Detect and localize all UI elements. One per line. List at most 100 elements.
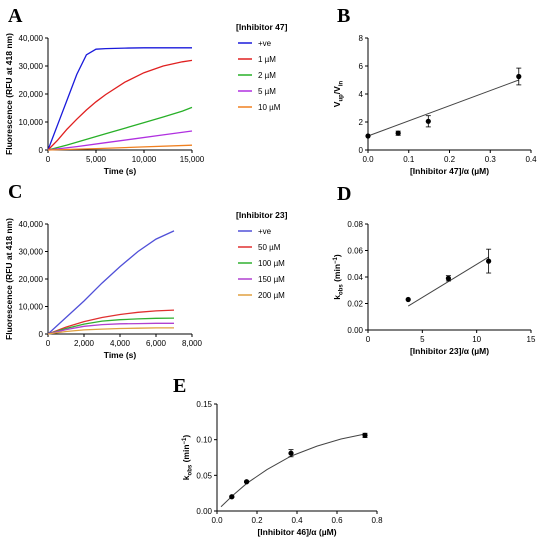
y-axis-label-part: /V [332, 86, 342, 94]
y-tick-label: 2 [359, 118, 364, 127]
legend-entry: 200 µM [258, 291, 285, 300]
y-tick-label: 10,000 [19, 303, 44, 312]
y-axis-label-part: k [181, 475, 191, 480]
x-tick-label: 5,000 [86, 155, 107, 164]
y-tick-label: 0 [39, 330, 44, 339]
y-axis-label-part: in [339, 80, 345, 86]
data-point [516, 73, 522, 80]
y-axis-label-part: −1 [333, 256, 339, 264]
x-tick-label: 0.0 [211, 516, 223, 525]
legend-entry: 2 µM [258, 71, 276, 80]
y-axis-label: Vup/Vin [332, 80, 345, 107]
y-tick-label: 0 [39, 146, 44, 155]
y-axis-label: kobs (min−1) [181, 435, 194, 481]
y-tick-label: 0.05 [196, 471, 212, 480]
y-tick-label: 40,000 [19, 34, 44, 43]
legend-entry: 10 µM [258, 103, 281, 112]
y-axis-label-part: obs [339, 284, 345, 295]
y-axis-label-part: (min [332, 264, 342, 284]
y-tick-label: 0 [359, 146, 364, 155]
legend-entry: +ve [258, 227, 272, 236]
x-tick-label: 0.4 [525, 155, 537, 164]
series-line [47, 322, 174, 335]
series-line [47, 327, 174, 335]
data-point [395, 130, 401, 136]
y-axis-label-part: (min [181, 444, 191, 464]
x-tick-label: 0.2 [251, 516, 263, 525]
legend-entry: +ve [258, 39, 272, 48]
y-tick-label: 0.04 [347, 273, 363, 282]
panel-label-a: A [8, 5, 23, 27]
y-tick-label: 8 [359, 34, 364, 43]
x-tick-label: 5 [420, 335, 425, 344]
fit-line [220, 433, 366, 508]
y-tick-label: 0.08 [347, 220, 363, 229]
series-line [47, 309, 175, 335]
y-tick-label: 0.02 [347, 300, 363, 309]
x-tick-label: 15 [527, 335, 536, 344]
y-tick-label: 20,000 [19, 275, 44, 284]
y-axis-label: Fluorescence (RFU at 418 nm) [4, 33, 14, 155]
data-point [362, 432, 368, 438]
x-axis-label: [Inhibitor 23]/α (µM) [410, 346, 489, 356]
x-tick-label: 2,000 [74, 339, 95, 348]
panel-label-b: B [337, 5, 350, 27]
x-axis-label: [Inhibitor 47]/α (µM) [410, 166, 489, 176]
legend-title: [Inhibitor 47] [236, 22, 288, 32]
x-tick-label: 0.6 [331, 516, 343, 525]
x-tick-label: 0.8 [371, 516, 383, 525]
x-tick-label: 0 [366, 335, 371, 344]
x-tick-label: 0.3 [485, 155, 497, 164]
series-line [47, 106, 193, 151]
legend-entry: 5 µM [258, 87, 276, 96]
y-tick-label: 4 [359, 90, 364, 99]
series-line [47, 59, 193, 151]
y-tick-label: 10,000 [19, 118, 44, 127]
chart-panel-d: 0 5 10 15 0.00 0.02 0.04 0.06 0.08 [Inhibitor 23]… [332, 220, 536, 356]
y-axis-label-part: up [339, 94, 345, 102]
x-axis-label: Time (s) [104, 166, 137, 176]
y-axis-label: Fluorescence (RFU at 418 nm) [4, 218, 14, 340]
data-point [244, 479, 250, 485]
chart-panel-b: 0.0 0.1 0.2 0.3 0.4 0 2 4 6 8 [Inhibitor 47]/α (µM… [332, 34, 537, 176]
series-line [47, 144, 193, 151]
series-line [47, 130, 193, 151]
legend-entry: 150 µM [258, 275, 285, 284]
chart-panel-a: 0 5,000 10,000 15,000 0 10,000 20,000 30,000 40,… [4, 22, 288, 176]
x-tick-label: 0 [46, 155, 51, 164]
y-axis-label-part: −1 [182, 437, 188, 445]
fit-line [407, 256, 489, 307]
chart-panel-c: 0 2,000 4,000 6,000 8,000 0 10,000 20,000 30,000… [4, 210, 288, 360]
series-line [47, 317, 175, 335]
x-tick-label: 10,000 [132, 155, 157, 164]
x-tick-label: 15,000 [180, 155, 205, 164]
x-tick-label: 0.4 [291, 516, 303, 525]
legend-entry: 50 µM [258, 243, 281, 252]
y-axis-label-part: V [332, 101, 342, 107]
x-tick-label: 0 [46, 339, 51, 348]
y-tick-label: 40,000 [19, 220, 44, 229]
x-tick-label: 10 [472, 335, 481, 344]
series-line [47, 230, 175, 335]
data-point [425, 118, 431, 124]
y-tick-label: 20,000 [19, 90, 44, 99]
y-tick-label: 30,000 [19, 62, 44, 71]
y-tick-label: 6 [359, 62, 364, 71]
x-axis-label: Time (s) [104, 350, 137, 360]
chart-panel-e: 0.0 0.2 0.4 0.6 0.8 0.00 0.05 0.10 0.15 [Inhibito… [181, 400, 383, 537]
panel-label-d: D [337, 183, 351, 205]
y-axis-label-part: k [332, 295, 342, 300]
legend-entry: 100 µM [258, 259, 285, 268]
y-tick-label: 30,000 [19, 248, 44, 257]
x-tick-label: 0.1 [403, 155, 415, 164]
data-point [229, 494, 235, 500]
y-axis-label: kobs (min−1) [332, 254, 345, 300]
series-line [47, 47, 192, 151]
fit-line [367, 79, 519, 137]
data-point [288, 450, 294, 456]
data-point [365, 133, 371, 139]
y-axis-label-part: obs [188, 464, 194, 475]
panel-label-c: C [8, 181, 22, 203]
legend-entry: 1 µM [258, 55, 276, 64]
